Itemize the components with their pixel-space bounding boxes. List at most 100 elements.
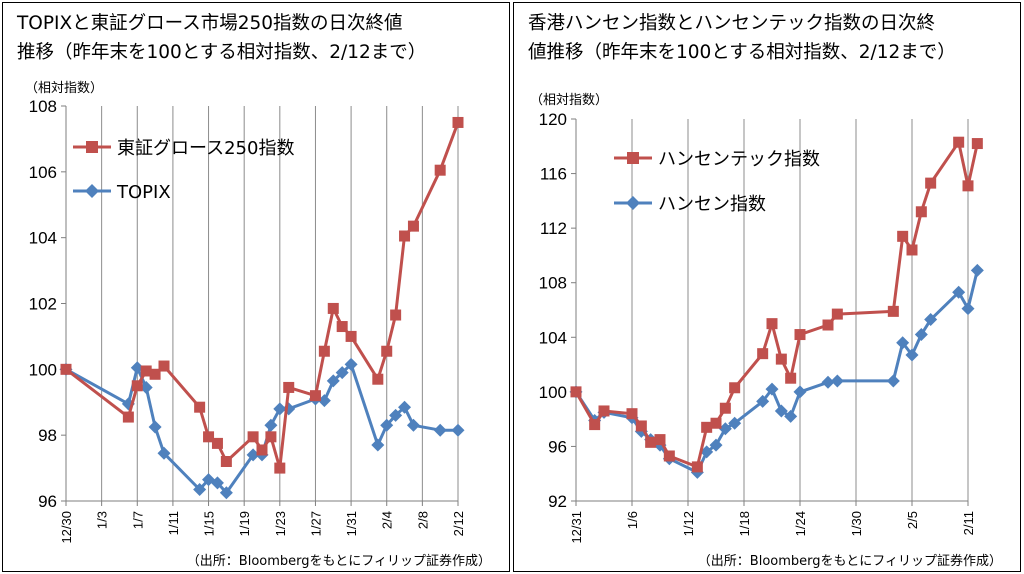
data-point-square xyxy=(645,436,657,448)
legend-label: 東証グロース250指数 xyxy=(117,138,294,159)
data-point-square xyxy=(399,230,411,242)
data-point-square xyxy=(265,431,277,443)
data-point-square xyxy=(283,381,295,393)
data-point-square xyxy=(971,138,983,150)
chart-title-line-2: 推移（昨年末を100とする相対指数、2/12まで） xyxy=(17,42,427,63)
data-point-square xyxy=(452,116,464,128)
data-point-square xyxy=(336,321,348,333)
data-point-diamond xyxy=(282,402,296,416)
data-point-diamond xyxy=(406,418,420,432)
legend-marker-square xyxy=(86,141,98,153)
x-tick-label: 1/30 xyxy=(849,511,864,536)
y-tick-label: 116 xyxy=(540,165,567,184)
data-point-diamond xyxy=(914,328,928,342)
data-point-square xyxy=(701,421,713,433)
legend-label: ハンセンテック指数 xyxy=(658,149,820,170)
data-point-square xyxy=(626,408,638,420)
x-tick-label: 2/12 xyxy=(451,511,466,536)
data-point-diamond xyxy=(130,361,144,375)
x-tick-label: 1/27 xyxy=(308,511,323,536)
data-point-diamond xyxy=(148,420,162,434)
data-point-diamond xyxy=(774,404,788,418)
data-point-diamond xyxy=(273,402,287,416)
data-point-square xyxy=(962,180,974,192)
data-point-square xyxy=(663,450,675,462)
data-point-diamond xyxy=(219,486,233,500)
data-point-diamond xyxy=(246,448,260,462)
data-point-square xyxy=(309,390,321,402)
chart-title-line-2: 値推移（昨年末を100とする相対指数、2/12まで） xyxy=(528,42,956,63)
data-point-square xyxy=(203,431,215,443)
data-point-square xyxy=(372,373,384,385)
line-chart: 92 96 100 104 108 112 116 120 12/31 1/6 1/12 1/18 1/… xyxy=(539,110,984,544)
data-point-square xyxy=(60,363,72,375)
series-line xyxy=(574,270,979,474)
chart-title-line-1: 香港ハンセン指数とハンセンテック指数の日次終 xyxy=(528,13,936,34)
data-point-square xyxy=(897,230,909,242)
x-tick-label: 1/7 xyxy=(130,511,145,529)
x-tick-label: 2/11 xyxy=(961,511,976,535)
data-point-square xyxy=(570,386,582,398)
data-point-diamond xyxy=(193,482,207,496)
data-point-diamond xyxy=(952,285,966,299)
data-point-square xyxy=(274,462,286,474)
data-point-square xyxy=(247,431,259,443)
data-point-square xyxy=(434,164,446,176)
y-axis-unit-label: （相対指数） xyxy=(25,81,104,96)
data-point-diamond xyxy=(451,423,465,437)
data-point-diamond xyxy=(718,422,732,436)
data-point-diamond xyxy=(371,438,385,452)
data-point-diamond xyxy=(830,374,844,388)
chart-panel-growth-topix: TOPIXと東証グロース市場250指数の日次終値 推移（昨年末を100とする相対… xyxy=(2,2,510,572)
data-point-diamond xyxy=(264,418,278,432)
data-point-square xyxy=(757,348,769,360)
data-point-diamond xyxy=(924,313,938,327)
y-tick-label: 104 xyxy=(29,229,57,248)
y-tick-label: 98 xyxy=(38,426,57,445)
data-point-diamond xyxy=(380,418,394,432)
legend-label: TOPIX xyxy=(116,182,171,203)
data-point-square xyxy=(327,302,339,314)
data-point-square xyxy=(407,220,419,232)
data-point-diamond xyxy=(389,408,403,422)
legend-marker-diamond xyxy=(85,184,99,198)
x-tick-label: 2/8 xyxy=(415,511,430,529)
y-tick-label: 106 xyxy=(29,163,57,182)
data-point-square xyxy=(775,353,787,365)
x-tick-label: 1/3 xyxy=(95,511,110,529)
data-point-diamond xyxy=(905,348,919,362)
data-point-square xyxy=(654,434,666,446)
data-point-square xyxy=(140,365,152,377)
data-point-square xyxy=(131,380,143,392)
data-point-square xyxy=(887,305,899,317)
data-point-square xyxy=(925,177,937,189)
data-point-square xyxy=(194,401,206,413)
data-point-square xyxy=(906,244,918,256)
data-point-diamond xyxy=(793,385,807,399)
y-tick-label: 100 xyxy=(539,383,567,402)
legend-label: ハンセン指数 xyxy=(658,194,766,215)
chart-panel-hangseng: 香港ハンセン指数とハンセンテック指数の日次終 値推移（昨年末を100とする相対指… xyxy=(513,2,1021,572)
data-point-diamond xyxy=(886,374,900,388)
data-point-square xyxy=(785,372,797,384)
data-point-diamond xyxy=(157,446,171,460)
data-point-square xyxy=(831,308,843,320)
x-tick-label: 12/31 xyxy=(569,511,584,544)
x-tick-label: 1/6 xyxy=(625,511,640,529)
data-point-square xyxy=(822,319,834,331)
data-point-square xyxy=(256,444,268,456)
y-axis-unit-label: （相対指数） xyxy=(530,93,609,108)
data-point-square xyxy=(691,461,703,473)
data-point-square xyxy=(794,329,806,341)
data-point-diamond xyxy=(765,382,779,396)
data-point-square xyxy=(953,136,965,148)
y-tick-label: 96 xyxy=(548,437,567,456)
data-point-square xyxy=(381,345,393,357)
x-tick-label: 12/30 xyxy=(59,511,74,544)
x-tick-label: 2/4 xyxy=(380,511,395,529)
source-note: （出所：Bloombergをもとにフィリップ証券作成） xyxy=(186,554,491,569)
data-point-square xyxy=(635,420,647,432)
x-tick-label: 2/5 xyxy=(905,511,920,529)
data-point-diamond xyxy=(326,374,340,388)
